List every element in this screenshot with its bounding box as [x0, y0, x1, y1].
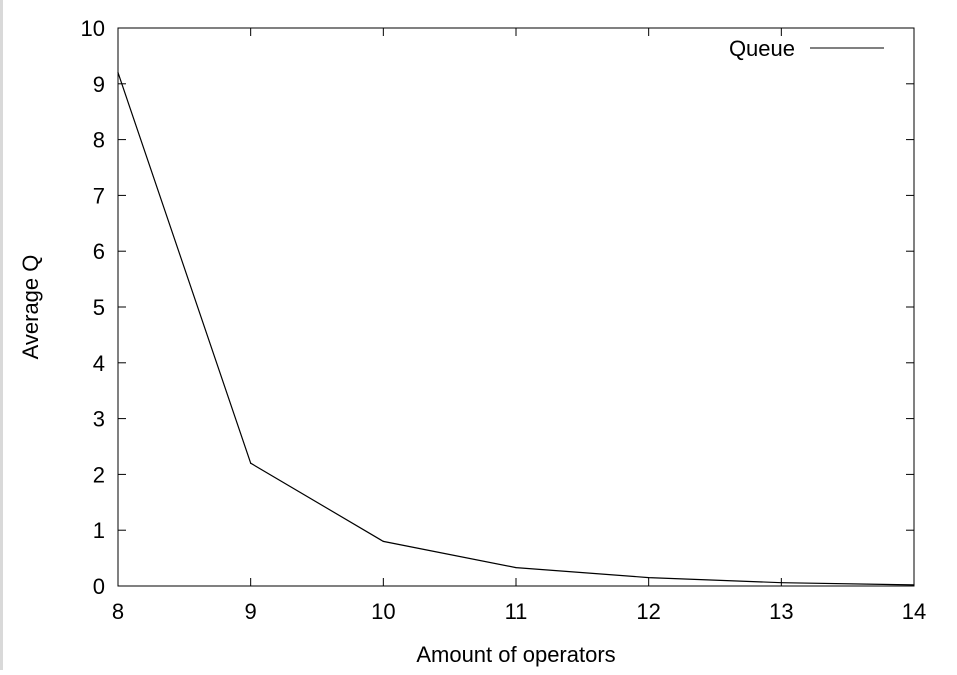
- x-axis-label: Amount of operators: [416, 642, 615, 667]
- data-point: [117, 72, 119, 74]
- x-tick-labels: 8 9 10 11 12 13 14: [112, 599, 926, 624]
- plot-frame: [117, 27, 915, 587]
- x-tick-label: 13: [769, 599, 793, 624]
- x-tick-label: 11: [505, 599, 528, 624]
- x-tick-label: 10: [371, 599, 395, 624]
- window-edge: [0, 0, 3, 670]
- data-point: [250, 462, 252, 464]
- x-tick-label: 14: [902, 599, 926, 624]
- y-tick-label: 1: [93, 518, 105, 543]
- y-tick-label: 2: [93, 462, 105, 487]
- series-line-queue: [117, 72, 915, 586]
- series-layer: [117, 72, 915, 586]
- data-point: [648, 577, 650, 579]
- y-tick-label: 9: [93, 72, 105, 97]
- x-tick-label: 8: [112, 599, 124, 624]
- y-tick-label: 0: [93, 574, 105, 599]
- legend-label-queue: Queue: [729, 36, 795, 61]
- data-point: [780, 582, 782, 584]
- y-axis-label: Average Q: [18, 255, 43, 360]
- tick-marks: [118, 28, 914, 586]
- data-point: [382, 540, 384, 542]
- x-tick-label: 12: [636, 599, 660, 624]
- legend: Queue: [729, 36, 884, 61]
- x-tick-label: 9: [245, 599, 257, 624]
- y-tick-label: 10: [81, 16, 105, 41]
- y-tick-label: 8: [93, 128, 105, 153]
- y-tick-labels: 0 1 2 3 4 5 6 7 8 9 10: [81, 16, 105, 599]
- y-tick-label: 4: [93, 351, 105, 376]
- y-tick-label: 6: [93, 239, 105, 264]
- data-point: [913, 584, 915, 586]
- y-tick-label: 3: [93, 407, 105, 432]
- y-tick-label: 5: [93, 295, 105, 320]
- data-point: [515, 566, 517, 569]
- y-tick-label: 7: [93, 183, 105, 208]
